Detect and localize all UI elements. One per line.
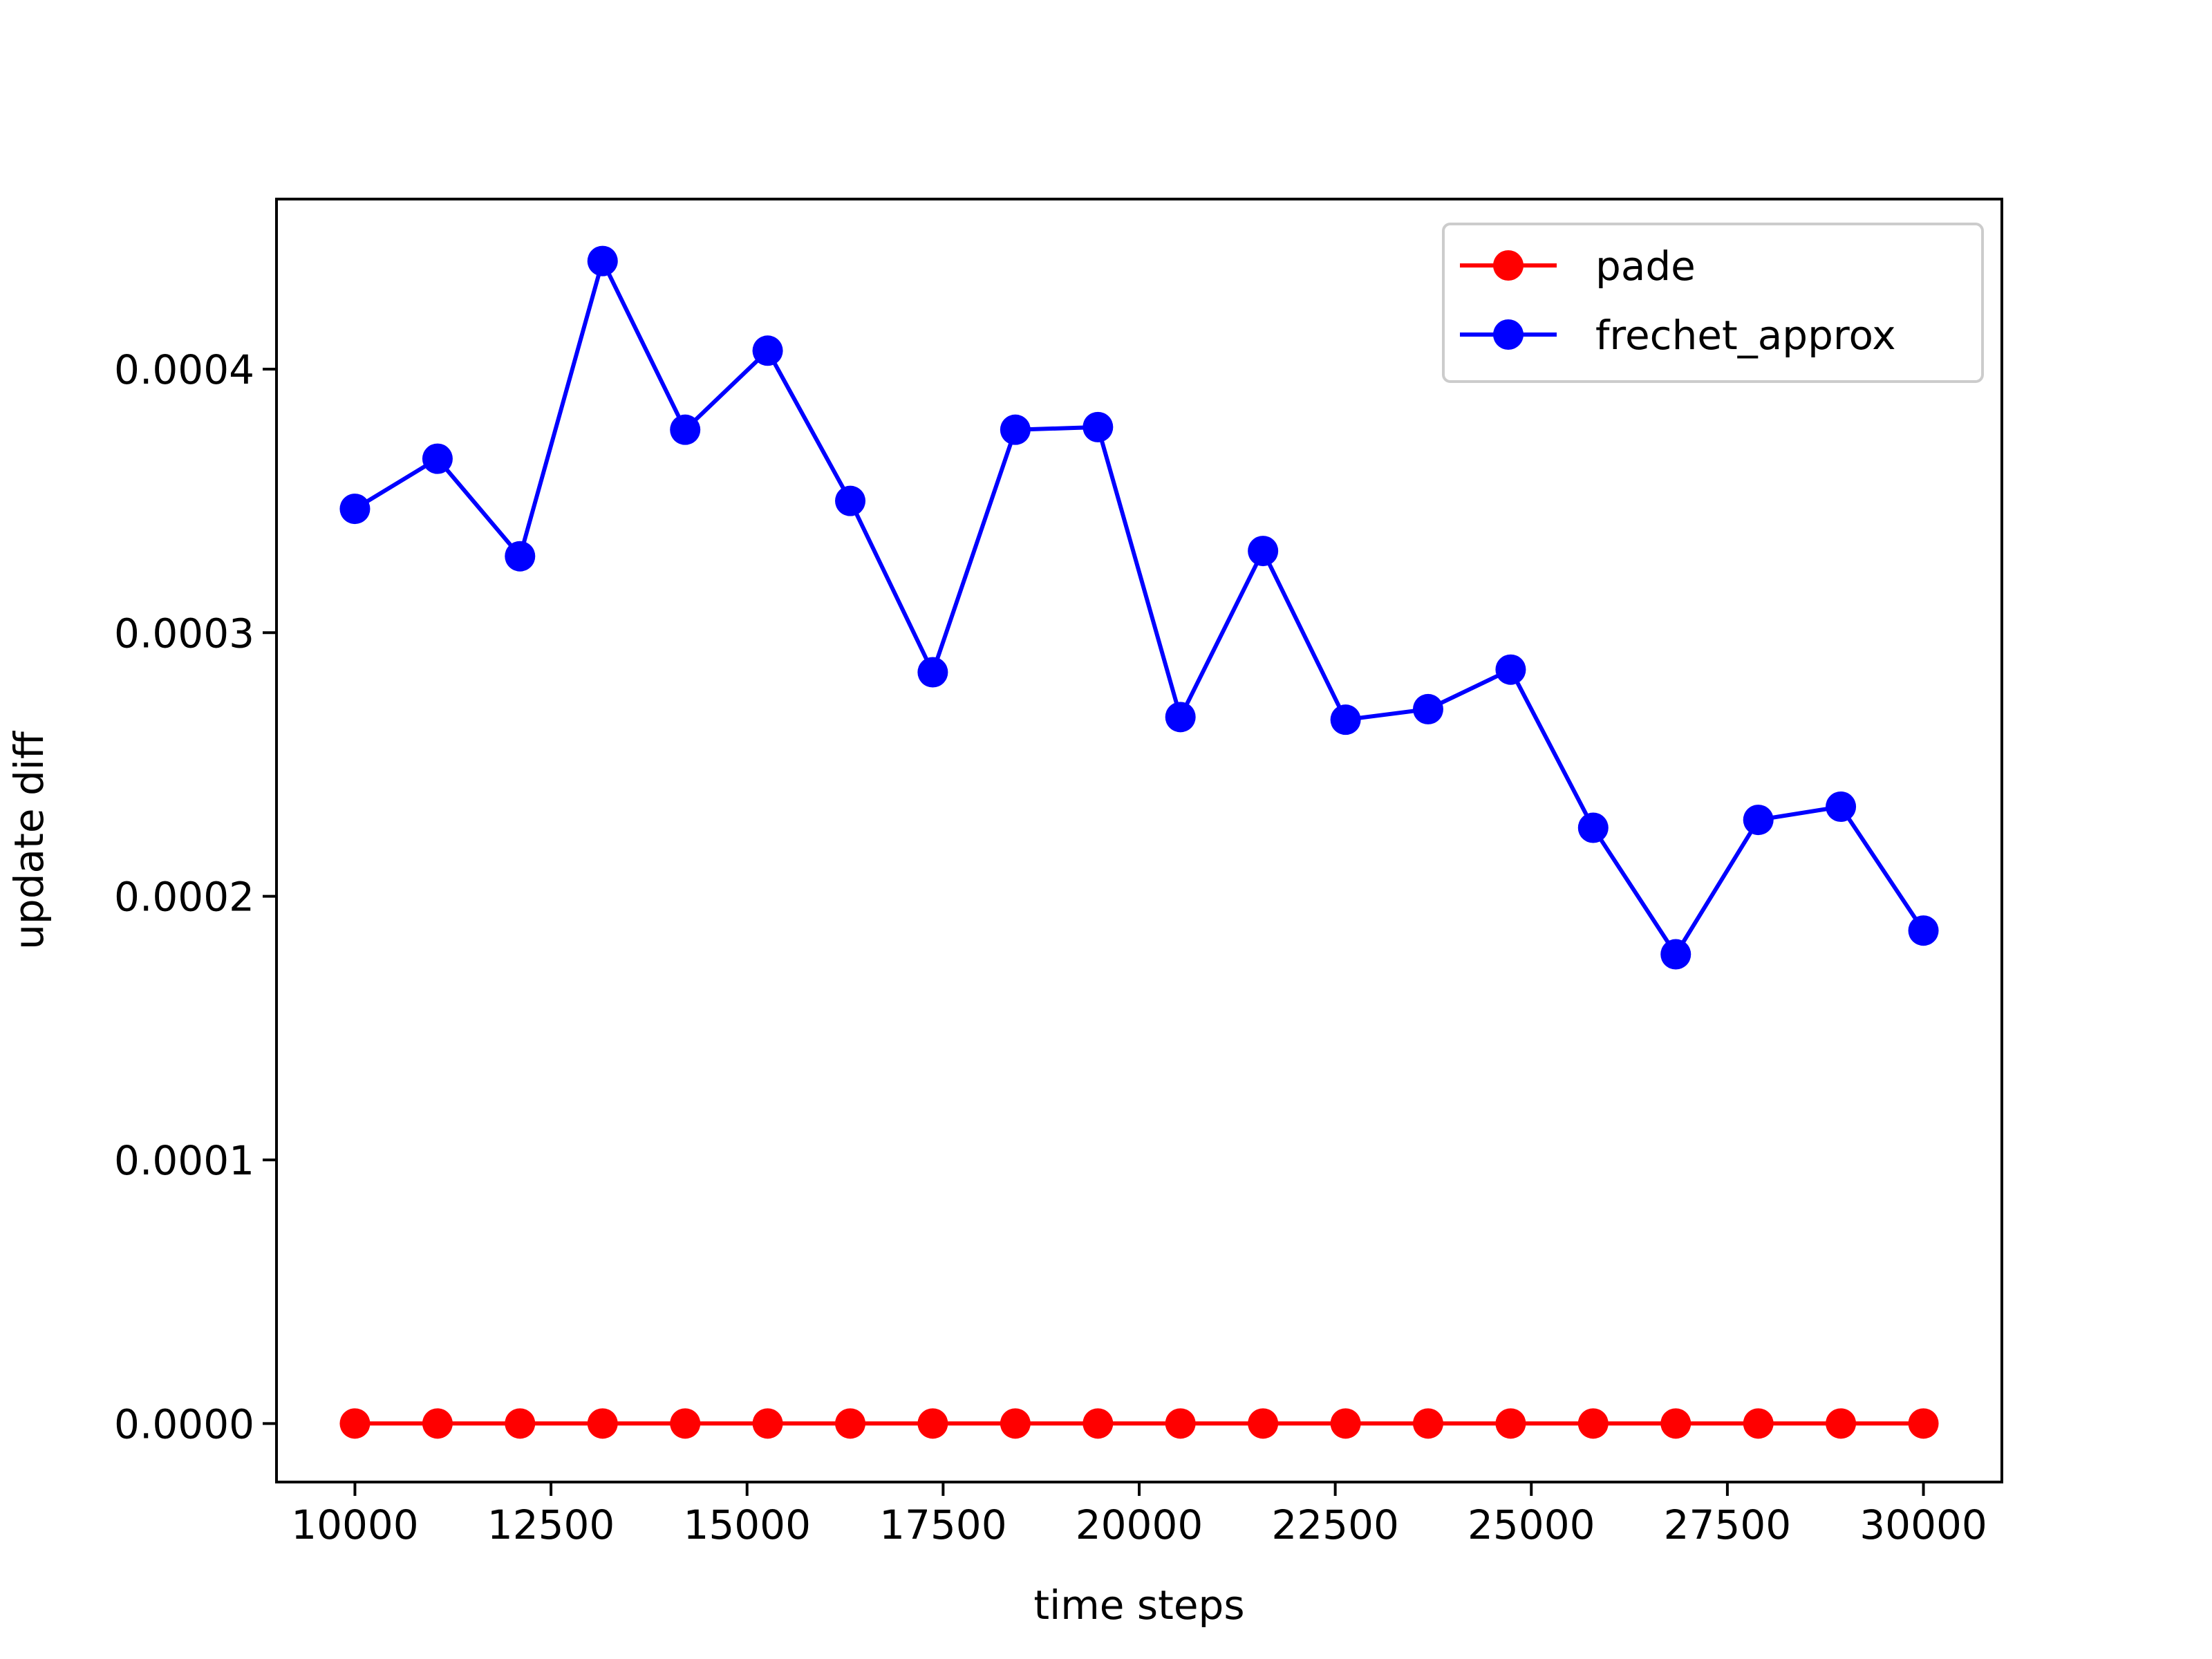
y-tick-label: 0.0004 (114, 346, 254, 393)
data-point-frechet-approx (1330, 704, 1361, 735)
y-tick-label: 0.0003 (114, 610, 254, 657)
data-point-pade (422, 1408, 453, 1439)
data-point-pade (1000, 1408, 1031, 1439)
data-point-pade (1908, 1408, 1939, 1439)
data-point-frechet-approx (752, 335, 783, 366)
x-axis: 10000 12500 15000 17500 20000 22500 25000 27500… (291, 1482, 1987, 1548)
data-point-pade (1165, 1408, 1196, 1439)
y-axis-title: update diff (6, 730, 53, 950)
data-point-pade (1412, 1408, 1443, 1439)
data-point-frechet-approx (917, 657, 948, 688)
data-point-pade (1330, 1408, 1361, 1439)
y-tick-label: 0.0000 (114, 1400, 254, 1447)
data-point-frechet-approx (670, 414, 701, 445)
x-tick-label: 12500 (487, 1501, 615, 1548)
data-point-pade (1743, 1408, 1774, 1439)
x-tick-label: 20000 (1076, 1501, 1203, 1548)
data-point-frechet-approx (1165, 702, 1196, 733)
data-point-pade (505, 1408, 536, 1439)
data-point-frechet-approx (1743, 805, 1774, 836)
x-axis-title: time steps (1033, 1582, 1244, 1629)
x-tick-label: 30000 (1859, 1501, 1987, 1548)
x-tick-label: 25000 (1468, 1501, 1595, 1548)
data-point-frechet-approx (422, 443, 453, 474)
legend-label-frechet-approx: frechet_approx (1595, 312, 1896, 359)
data-point-pade (670, 1408, 701, 1439)
data-point-frechet-approx (1577, 812, 1609, 843)
y-tick-label: 0.0001 (114, 1137, 254, 1184)
x-tick-label: 15000 (683, 1501, 811, 1548)
data-point-frechet-approx (1000, 414, 1031, 445)
y-tick-label: 0.0002 (114, 874, 254, 921)
legend-label-pade: pade (1595, 243, 1696, 290)
series-layer (339, 245, 1939, 1439)
series-line-frechet-approx (353, 259, 1925, 957)
data-point-pade (835, 1408, 866, 1439)
data-point-pade (339, 1408, 371, 1439)
data-point-frechet-approx (1660, 939, 1691, 970)
data-point-frechet-approx (1908, 915, 1939, 946)
data-point-frechet-approx (1248, 536, 1279, 567)
legend: pade frechet_approx (1442, 223, 1984, 383)
legend-box (1442, 223, 1984, 383)
data-point-frechet-approx (587, 245, 618, 276)
data-point-frechet-approx (505, 541, 536, 572)
x-tick-label: 27500 (1664, 1501, 1792, 1548)
data-point-frechet-approx (1082, 411, 1114, 442)
data-point-pade (1082, 1408, 1114, 1439)
y-axis: 0.0000 0.0001 0.0002 0.0003 0.0004 (114, 346, 276, 1447)
data-point-pade (752, 1408, 783, 1439)
data-point-frechet-approx (1495, 654, 1526, 685)
data-point-pade (1660, 1408, 1691, 1439)
data-point-frechet-approx (1826, 791, 1857, 822)
x-tick-label: 10000 (291, 1501, 419, 1548)
data-point-pade (917, 1408, 948, 1439)
data-point-frechet-approx (1412, 693, 1443, 724)
data-point-frechet-approx (835, 485, 866, 516)
data-point-pade (587, 1408, 618, 1439)
x-tick-label: 22500 (1271, 1501, 1399, 1548)
legend-marker-frechet-approx (1493, 319, 1524, 350)
x-tick-label: 17500 (879, 1501, 1007, 1548)
data-point-pade (1826, 1408, 1857, 1439)
data-point-frechet-approx (339, 494, 371, 525)
data-point-pade (1248, 1408, 1279, 1439)
data-point-pade (1495, 1408, 1526, 1439)
data-point-pade (1577, 1408, 1609, 1439)
legend-marker-pade (1493, 250, 1524, 281)
